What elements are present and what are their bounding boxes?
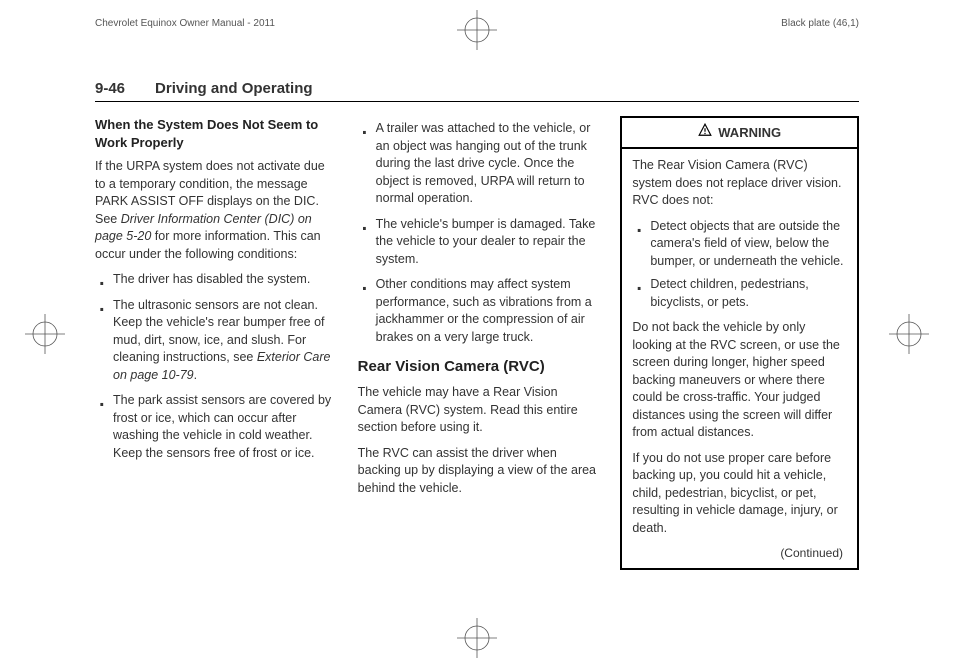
list-text-b: . — [194, 368, 197, 382]
intro-paragraph: If the URPA system does not activate due… — [95, 158, 334, 263]
print-header: Chevrolet Equinox Owner Manual - 2011 Bl… — [95, 18, 859, 29]
warning-triangle-icon — [698, 123, 712, 142]
page-header: 9-46 Driving and Operating — [95, 80, 859, 102]
list-item: Other conditions may affect system perfo… — [358, 276, 597, 346]
rvc-paragraph-1: The vehicle may have a Rear Vision Camer… — [358, 384, 597, 437]
conditions-list: The driver has disabled the system. The … — [95, 271, 334, 462]
warning-list: Detect objects that are outside the came… — [632, 218, 847, 312]
warning-p3: If you do not use proper care before bac… — [632, 450, 847, 538]
rvc-heading: Rear Vision Camera (RVC) — [358, 358, 597, 376]
rvc-paragraph-2: The RVC can assist the driver when backi… — [358, 445, 597, 498]
list-item: The driver has disabled the system. — [95, 271, 334, 289]
column-1: When the System Does Not Seem to Work Pr… — [95, 116, 334, 570]
list-item: Detect children, pedestrians, bicyclists… — [632, 276, 847, 311]
list-item: A trailer was attached to the vehicle, o… — [358, 120, 597, 208]
column-2: A trailer was attached to the vehicle, o… — [358, 116, 597, 570]
list-item: Detect objects that are outside the came… — [632, 218, 847, 271]
section-title: Driving and Operating — [155, 80, 313, 97]
crop-mark-top — [457, 10, 497, 50]
conditions-list-continued: A trailer was attached to the vehicle, o… — [358, 120, 597, 346]
crop-mark-right — [889, 314, 929, 354]
list-item: The vehicle's bumper is damaged. Take th… — [358, 216, 597, 269]
list-item: The ultrasonic sensors are not clean. Ke… — [95, 297, 334, 385]
manual-title: Chevrolet Equinox Owner Manual - 2011 — [95, 18, 275, 29]
continued-label: (Continued) — [632, 545, 847, 562]
warning-header: WARNING — [622, 118, 857, 149]
subsection-heading: When the System Does Not Seem to Work Pr… — [95, 116, 334, 152]
page-content: 9-46 Driving and Operating When the Syst… — [95, 80, 859, 628]
warning-box: WARNING The Rear Vision Camera (RVC) sys… — [620, 116, 859, 570]
page-number: 9-46 — [95, 80, 125, 97]
crop-mark-left — [25, 314, 65, 354]
column-3: WARNING The Rear Vision Camera (RVC) sys… — [620, 116, 859, 570]
list-item: The park assist sensors are covered by f… — [95, 392, 334, 462]
warning-label: WARNING — [718, 124, 781, 142]
warning-p1: The Rear Vision Camera (RVC) system does… — [632, 157, 847, 210]
plate-label: Black plate (46,1) — [781, 18, 859, 29]
warning-p2: Do not back the vehicle by only looking … — [632, 319, 847, 442]
warning-body: The Rear Vision Camera (RVC) system does… — [622, 149, 857, 568]
